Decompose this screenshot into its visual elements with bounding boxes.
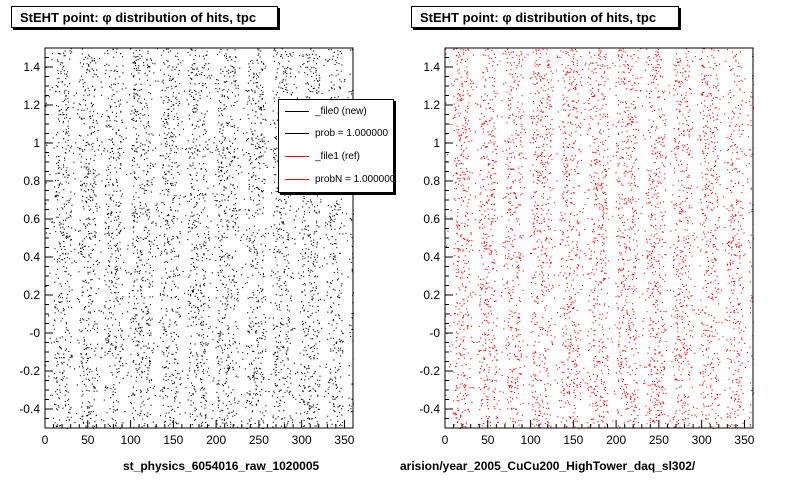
x-axis: 0 50 100 150 200 250 300 350	[442, 420, 755, 447]
x-tick-label: 200	[206, 433, 226, 447]
x-tick-label: 150	[563, 433, 583, 447]
legend-entry-probn: probN = 1.000000	[279, 172, 394, 188]
y-tick-label: 1.4	[23, 60, 40, 74]
x-tick-label: 100	[521, 433, 541, 447]
x-tick-label: 150	[163, 433, 183, 447]
left-plot-panel: StEHT point: φ distribution of hits, tpc…	[11, 6, 394, 473]
y-tick-label: 0.6	[423, 212, 440, 226]
x-tick-label: 350	[334, 433, 354, 447]
y-tick-label: 1	[33, 136, 40, 150]
x-tick-label: 300	[292, 433, 312, 447]
right-plot-title: StEHT point: φ distribution of hits, tpc	[411, 6, 679, 28]
x-axis: 0 50 100 150 200 250 300 350	[42, 420, 355, 447]
legend-label-file0: _file0 (new)	[315, 106, 367, 117]
y-tick-label: 1.2	[23, 98, 40, 112]
y-tick-label: 1.4	[423, 60, 440, 74]
x-tick-label: 50	[481, 433, 495, 447]
data-points	[45, 48, 355, 430]
x-tick-label: 250	[249, 433, 269, 447]
legend-entry-file1: _file1 (ref)	[279, 149, 393, 165]
right-plot-panel: StEHT point: φ distribution of hits, tpc…	[400, 0, 800, 480]
y-tick-label: 0.8	[23, 174, 40, 188]
x-tick-label: 0	[42, 433, 49, 447]
y-axis: -0.4 -0.2 -0 0.2 0.4 0.6 0.8 1 1.2 1.4	[19, 47, 53, 429]
y-tick-label: -0	[29, 326, 40, 340]
legend-entry-file0: _file0 (new)	[279, 104, 393, 120]
y-tick-label: 0.2	[23, 288, 40, 302]
x-tick-label: 100	[121, 433, 141, 447]
y-tick-label: 0.4	[423, 250, 440, 264]
legend-label-file1: _file1 (ref)	[315, 151, 361, 162]
x-tick-label: 200	[606, 433, 626, 447]
right-scatter-plot: 0 50 100 150 200 250 300 350 -0.4 -0.2 -0 0.2 0.4 0.6…	[419, 47, 755, 447]
y-tick-label: 0.6	[23, 212, 40, 226]
left-plot-footer: st_physics_6054016_raw_1020005	[123, 459, 320, 473]
plot-area	[445, 48, 753, 428]
y-axis: -0.4 -0.2 -0 0.2 0.4 0.6 0.8 1 1.2 1.4	[419, 47, 453, 429]
left-scatter-plot: 0 50 100 150 200 250 300 350 -0.4 -0.2 -0 0.2 0.4 0.6…	[19, 47, 355, 447]
x-tick-label: 0	[442, 433, 449, 447]
hit-points	[45, 48, 355, 430]
y-tick-label: 0.8	[423, 174, 440, 188]
legend-label-prob: prob = 1.000000	[315, 128, 389, 139]
y-tick-label: -0.2	[19, 364, 40, 378]
legend-swatch-prob	[285, 133, 309, 134]
x-tick-label: 250	[649, 433, 669, 447]
x-tick-label: 300	[692, 433, 712, 447]
legend-swatch-probn	[285, 179, 309, 180]
right-plot-footer: arision/year_2005_CuCu200_HighTower_daq_…	[400, 459, 696, 473]
y-tick-label: -0.4	[19, 402, 40, 416]
y-tick-label: 0.2	[423, 288, 440, 302]
x-tick-label: 350	[734, 433, 754, 447]
legend-swatch-file1	[285, 156, 309, 157]
left-plot-title: StEHT point: φ distribution of hits, tpc	[11, 6, 278, 28]
y-tick-label: -0	[429, 326, 440, 340]
legend-label-probn: probN = 1.000000	[315, 174, 394, 185]
y-tick-label: 1	[433, 136, 440, 150]
legend: _file0 (new) prob = 1.000000 _file1 (ref…	[278, 99, 394, 193]
y-tick-label: -0.4	[419, 402, 440, 416]
x-tick-label: 50	[81, 433, 95, 447]
y-tick-label: -0.2	[419, 364, 440, 378]
y-tick-label: 0.4	[23, 250, 40, 264]
y-tick-label: 1.2	[423, 98, 440, 112]
legend-swatch-file0	[285, 111, 309, 112]
legend-entry-prob: prob = 1.000000	[279, 126, 393, 142]
